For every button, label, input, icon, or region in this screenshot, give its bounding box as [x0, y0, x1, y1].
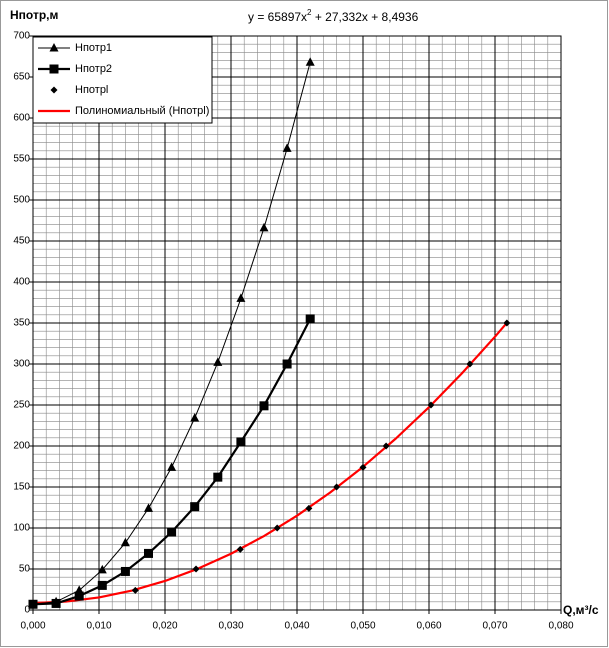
marker-diamond: [427, 401, 435, 409]
marker-triangle: [259, 222, 269, 232]
legend: Нпотр1 Нпотр2 Нпотрl Полиномиальный (Нпотрl…: [32, 36, 213, 124]
y-tick-label: 450: [13, 236, 30, 247]
marker-triangle: [236, 293, 246, 302]
marker-square: [51, 598, 61, 608]
marker-diamond: [192, 565, 200, 573]
marker-square: [49, 64, 59, 74]
marker-triangle: [120, 537, 130, 547]
marker-diamond: [131, 586, 139, 594]
marker-triangle: [144, 503, 153, 512]
marker-diamond: [359, 463, 367, 471]
x-tick-label: 0,050: [350, 621, 375, 632]
marker-square: [213, 472, 223, 482]
y-tick-label: 400: [13, 277, 30, 288]
y-tick-label: 0: [24, 605, 30, 616]
marker-triangle: [167, 462, 177, 471]
series-line: [32, 320, 510, 605]
equation: y = 65897x2 + 27,332x + 8,4936: [248, 8, 419, 24]
legend-box: [32, 36, 213, 124]
x-axis-label: Q,м³/с: [563, 603, 599, 617]
marker-diamond: [273, 524, 281, 532]
equation-sup: 2: [307, 8, 312, 17]
y-tick-label: 700: [13, 31, 30, 42]
marker-diamond: [466, 360, 474, 368]
marker-square: [282, 359, 292, 369]
x-tick-label: 0,010: [86, 621, 111, 632]
equation-part: y = 65897x: [248, 10, 307, 24]
plot-border: [32, 35, 562, 611]
marker-diamond: [50, 86, 58, 94]
marker-square: [144, 548, 153, 558]
y-tick-label: 200: [13, 441, 30, 452]
x-tick-label: 0,030: [218, 621, 243, 632]
y-tick-label: 250: [13, 400, 30, 411]
marker-diamond: [382, 442, 390, 450]
grid: 0,000 0,010 0,020 0,030 0,040 0,050 0,060 0,070…: [13, 31, 574, 632]
y-tick-label: 50: [19, 564, 31, 575]
marker-square: [236, 437, 246, 447]
marker-diamond: [236, 545, 244, 553]
marker-triangle: [49, 43, 59, 52]
marker-square: [259, 401, 269, 411]
x-tick-label: 0,000: [20, 621, 45, 632]
marker-square: [190, 502, 200, 512]
legend-label: Нпотр1: [75, 42, 112, 54]
y-tick-label: 650: [13, 72, 30, 83]
marker-diamond: [333, 483, 341, 491]
marker-triangle: [97, 564, 107, 574]
marker-triangle: [213, 357, 223, 366]
marker-triangle: [305, 57, 315, 66]
marker-diamond: [503, 319, 511, 327]
y-tick-label: 350: [13, 318, 30, 329]
marker-square: [97, 580, 107, 590]
y-axis-label: Нпотр,м: [10, 8, 58, 22]
y-tick-label: 500: [13, 195, 30, 206]
marker-square: [74, 591, 84, 601]
x-tick-label: 0,080: [548, 621, 573, 632]
equation-part: + 27,332x + 8,4936: [312, 10, 419, 24]
y-tick-label: 300: [13, 359, 30, 370]
legend-label: Нпотр2: [75, 63, 112, 75]
legend-label: Нпотрl: [75, 84, 108, 96]
legend-label: Полиномиальный (Нпотрl): [75, 105, 209, 117]
x-tick-label: 0,020: [152, 621, 177, 632]
y-tick-label: 600: [13, 113, 30, 124]
marker-diamond: [305, 504, 313, 512]
x-tick-label: 0,070: [482, 621, 507, 632]
marker-triangle: [282, 143, 292, 152]
y-tick-label: 550: [13, 154, 30, 165]
x-tick-label: 0,040: [284, 621, 309, 632]
x-tick-label: 0,060: [416, 621, 441, 632]
marker-square: [120, 566, 130, 576]
y-tick-label: 150: [13, 482, 30, 493]
marker-triangle: [190, 413, 200, 422]
marker-square: [305, 314, 315, 324]
y-tick-label: 100: [13, 523, 30, 534]
marker-square: [167, 527, 177, 537]
